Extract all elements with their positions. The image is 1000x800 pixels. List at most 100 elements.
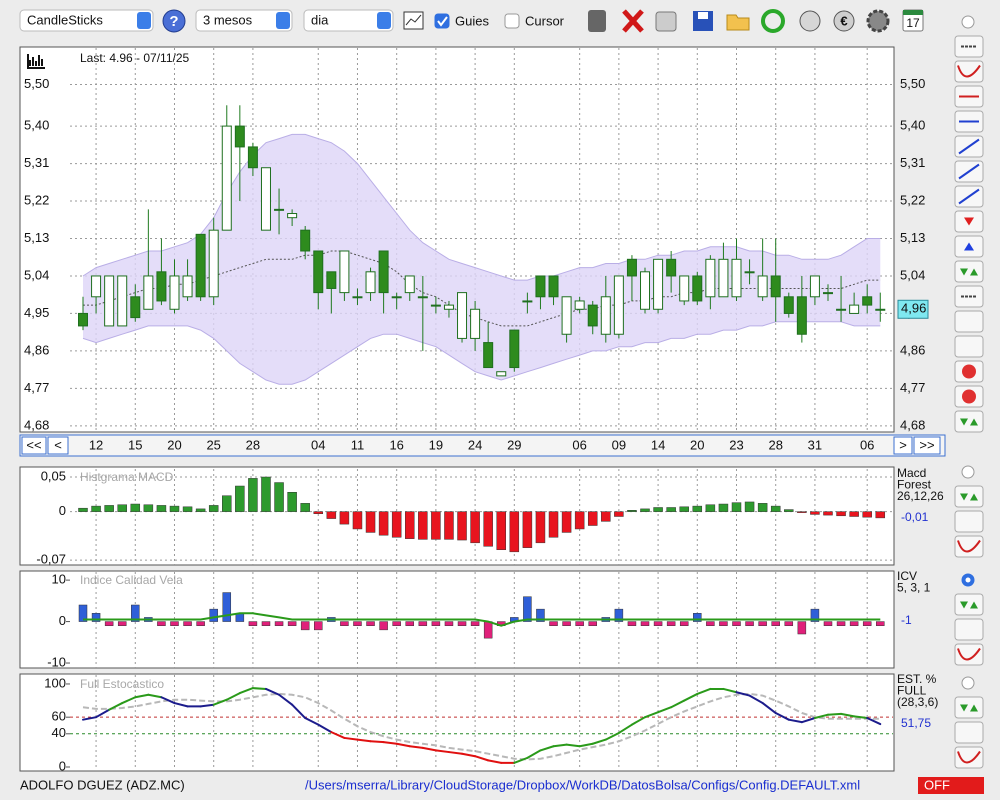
period-select[interactable] (195, 9, 293, 32)
bar (823, 511, 833, 516)
y-tick-label: 5,40 (900, 118, 925, 133)
bar (183, 621, 192, 626)
stochastic-k (108, 702, 124, 711)
tool-button[interactable] (954, 335, 984, 358)
bar (588, 621, 597, 626)
y-tick-label: 4,86 (900, 342, 925, 357)
stochastic-k (683, 692, 699, 702)
chart-icon-line (405, 14, 422, 26)
bar (784, 621, 794, 626)
trash-button[interactable] (588, 10, 606, 32)
currency-button[interactable] (833, 10, 855, 32)
bar (744, 501, 755, 512)
radio[interactable] (961, 465, 975, 479)
bar (222, 592, 232, 622)
y-tick-label: 5,04 (24, 267, 49, 282)
radio[interactable] (961, 676, 975, 690)
bar (758, 621, 767, 626)
stochastic-k (591, 738, 607, 745)
last-value-label: 4,96 (901, 301, 926, 316)
tool-icon (962, 389, 976, 404)
tool-button[interactable] (954, 593, 984, 616)
bar (248, 478, 258, 512)
bar (78, 604, 88, 622)
tool-button[interactable] (954, 721, 984, 744)
toolbar: CandleSticks ? 3 mesos dia Guies Cursor … (19, 9, 975, 33)
candle-body (600, 296, 611, 335)
status-box[interactable] (918, 777, 984, 794)
stochastic-k (774, 712, 790, 721)
bar (117, 621, 127, 626)
bar (548, 511, 559, 538)
tool-button[interactable] (954, 310, 984, 333)
stochastic-k (95, 708, 111, 719)
tool-button[interactable] (954, 260, 984, 283)
radio[interactable] (961, 15, 975, 29)
calendar-top (903, 10, 923, 15)
bar (614, 511, 624, 517)
stochastic-k (447, 751, 464, 755)
print-button[interactable] (655, 11, 677, 32)
cursor-checkbox[interactable] (504, 13, 520, 29)
tool-button[interactable] (954, 746, 984, 769)
legend-label: Macd (897, 466, 926, 480)
bar (195, 508, 206, 512)
y-tick-label: 0 (59, 613, 66, 628)
bar (562, 621, 571, 626)
open-button[interactable] (726, 14, 750, 31)
last-value-box (897, 299, 929, 319)
bar (261, 621, 271, 626)
delete-button[interactable] (622, 9, 644, 33)
stochastic-k (722, 687, 738, 694)
cursor-label: Cursor (525, 13, 565, 28)
bar (182, 506, 193, 512)
bar (391, 511, 402, 538)
sync-button[interactable] (799, 10, 821, 32)
bar (353, 621, 362, 626)
chart-type-select[interactable] (19, 9, 154, 32)
stochastic-k (657, 706, 673, 714)
tool-button[interactable] (954, 696, 984, 719)
tool-icon (957, 750, 981, 764)
tool-button[interactable] (954, 618, 984, 641)
bar (679, 506, 689, 512)
stochastic-k (212, 698, 228, 706)
macd-panel (19, 466, 895, 566)
y-tick-label: 5,50 (900, 76, 925, 91)
guides-checkbox[interactable] (434, 13, 450, 29)
tool-button[interactable] (954, 510, 984, 533)
tool-button[interactable] (954, 60, 984, 83)
tool-icon (962, 364, 976, 379)
bar (601, 511, 611, 522)
stochastic-k (696, 687, 712, 695)
legend-label: 5, 3, 1 (897, 581, 931, 595)
candle-body (626, 258, 637, 277)
candle-body (731, 258, 742, 298)
nav-button[interactable] (47, 436, 69, 455)
candle-body (718, 258, 729, 298)
nav-button[interactable] (21, 436, 47, 455)
select-arrow (377, 12, 391, 29)
bar (157, 621, 166, 626)
candle-body (234, 125, 245, 148)
nav-button[interactable] (913, 436, 941, 455)
settings-button[interactable] (866, 9, 890, 33)
bar (627, 621, 637, 626)
tool-button[interactable] (954, 643, 984, 666)
tool-button[interactable] (954, 535, 984, 558)
tool-button[interactable] (954, 485, 984, 508)
bar (340, 621, 349, 626)
candle-body (862, 296, 873, 306)
interval-select[interactable] (303, 9, 394, 32)
help-button[interactable] (162, 9, 186, 33)
tool-button[interactable] (954, 410, 984, 433)
x-tick-label: 31 (808, 437, 822, 452)
refresh-button[interactable] (761, 9, 785, 33)
calendar-icon: 17 (906, 16, 920, 30)
check-mark (437, 16, 448, 27)
y-tick-label: 5,31 (900, 155, 925, 170)
bar (549, 621, 558, 626)
config-path[interactable]: /Users/mserra/Library/CloudStorage/Dropb… (305, 777, 860, 792)
candle-body (548, 275, 559, 298)
nav-button[interactable] (893, 436, 913, 455)
